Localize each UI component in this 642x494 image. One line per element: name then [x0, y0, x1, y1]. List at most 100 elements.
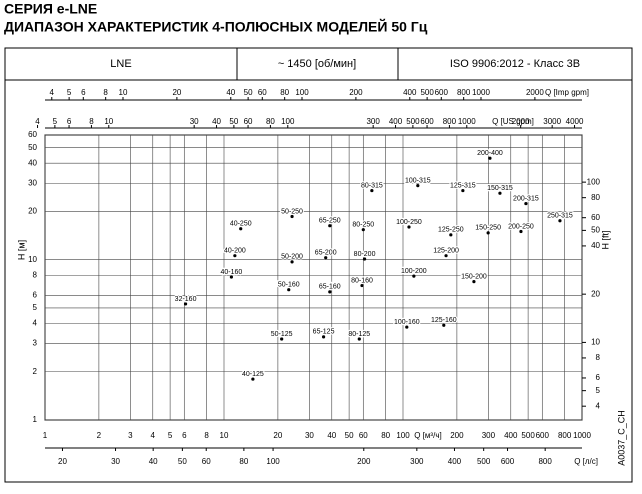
x-tick-label: 30 — [305, 431, 314, 440]
x-tick-label: 50 — [345, 431, 354, 440]
region-point — [449, 233, 453, 237]
region-point — [558, 219, 562, 223]
header-cell: LNE — [110, 58, 131, 70]
x-tick-label: 5 — [168, 431, 173, 440]
x-tick-label: 200 — [450, 431, 464, 440]
region-point — [498, 191, 502, 195]
axis-tick-label: 100 — [295, 88, 309, 97]
y2-tick-label: 6 — [596, 373, 601, 382]
header-cell: ISO 9906:2012 - Класс 3В — [450, 58, 580, 70]
region-label: 125-160 — [431, 317, 457, 324]
region-point — [360, 283, 364, 288]
axis-tick-label: 2000 — [512, 117, 530, 126]
region-label: 100-160 — [394, 319, 420, 326]
region-label: 100-315 — [405, 177, 431, 184]
region-point — [229, 275, 234, 279]
axis-tick-label: 400 — [389, 117, 403, 126]
region-label: 150-315 — [487, 185, 513, 192]
region-label: 100-250 — [396, 219, 422, 226]
y-tick-label: 3 — [33, 339, 38, 348]
x-tick-label: 40 — [327, 431, 336, 440]
axis-tick-label: 50 — [244, 88, 253, 97]
x-axis-label: Q [м³/ч] — [414, 431, 441, 440]
series-title: СЕРИЯ e-LNE — [4, 1, 97, 17]
region-point — [321, 335, 326, 339]
code-label: A0037_C_CH — [616, 410, 626, 466]
region-label: 150-250 — [475, 225, 501, 232]
x-tick-label: 60 — [359, 431, 368, 440]
x-tick-label: 600 — [536, 431, 550, 440]
axis-tick-label: 80 — [280, 88, 289, 97]
x-tick-label: 20 — [273, 431, 282, 440]
axis-tick-label: 400 — [403, 88, 417, 97]
axis-tick-label: 800 — [457, 88, 471, 97]
region-label: 150-200 — [461, 273, 487, 280]
region-point — [524, 201, 528, 206]
region-point — [328, 224, 332, 228]
region-label: 40-200 — [224, 248, 246, 255]
y-axis-label: H [м] — [16, 240, 26, 260]
header-cell: ~ 1450 [об/мин] — [278, 58, 356, 70]
y2-tick-label: 10 — [591, 338, 600, 347]
axis-tick-label: 40 — [149, 457, 158, 466]
region-point — [444, 254, 448, 258]
region-point — [233, 254, 237, 258]
x-tick-label: 6 — [182, 431, 187, 440]
y2-tick-label: 20 — [591, 289, 600, 298]
region-label: 80-315 — [361, 182, 383, 189]
axis-tick-label: 30 — [190, 117, 199, 126]
axis-tick-label: 1000 — [458, 117, 476, 126]
axis-tick-label: 300 — [366, 117, 380, 126]
axis-tick-label: 100 — [266, 457, 280, 466]
region-label: 40-250 — [230, 221, 252, 228]
axis-tick-label: 500 — [406, 117, 420, 126]
region-point — [370, 188, 374, 193]
y-tick-label: 30 — [28, 178, 37, 187]
y-tick-label: 1 — [33, 415, 38, 424]
y-tick-label: 40 — [28, 158, 37, 167]
axis-label: Q [Imp gpm] — [545, 88, 589, 97]
x-tick-label: 1 — [43, 431, 48, 440]
region-point — [488, 156, 492, 160]
axis-tick-label: 600 — [501, 457, 515, 466]
axis-tick-label: 8 — [89, 117, 94, 126]
axis-tick-label: 3000 — [543, 117, 561, 126]
region-label: 80-160 — [351, 277, 373, 284]
y-tick-label: 60 — [28, 130, 37, 139]
region-point — [290, 214, 294, 219]
axis-tick-label: 6 — [67, 117, 72, 126]
region-label: 65-125 — [313, 329, 335, 336]
axis-tick-label: 200 — [349, 88, 363, 97]
y-tick-label: 5 — [33, 303, 38, 312]
axis-tick-label: 80 — [266, 117, 275, 126]
axis-tick-label: 500 — [477, 457, 491, 466]
region-point — [407, 225, 411, 229]
y-tick-label: 10 — [28, 255, 37, 264]
x-tick-label: 100 — [396, 431, 410, 440]
region-label: 40-160 — [221, 269, 243, 276]
axis-tick-label: 600 — [420, 117, 434, 126]
axis-tick-label: 40 — [212, 117, 221, 126]
region-label: 250-315 — [547, 213, 573, 220]
region-label: 40-125 — [242, 371, 264, 378]
x-tick-label: 80 — [381, 431, 390, 440]
axis-tick-label: 100 — [281, 117, 295, 126]
axis-tick-label: 60 — [244, 117, 253, 126]
region-point — [486, 231, 490, 235]
region-label: 50-125 — [271, 331, 293, 338]
region-point — [280, 337, 284, 341]
axis-label: Q [л/с] — [574, 457, 598, 466]
axis-tick-label: 800 — [443, 117, 457, 126]
frame — [4, 47, 633, 483]
y2-tick-label: 60 — [591, 213, 600, 222]
x-tick-label: 4 — [151, 431, 156, 440]
region-point — [362, 257, 367, 261]
region-point — [405, 325, 409, 329]
region-point — [328, 290, 332, 294]
region-label: 125-250 — [438, 227, 464, 234]
region-point — [287, 288, 291, 292]
axis-tick-label: 4000 — [566, 117, 584, 126]
y-tick-label: 20 — [28, 207, 37, 216]
y2-tick-label: 8 — [596, 353, 601, 362]
